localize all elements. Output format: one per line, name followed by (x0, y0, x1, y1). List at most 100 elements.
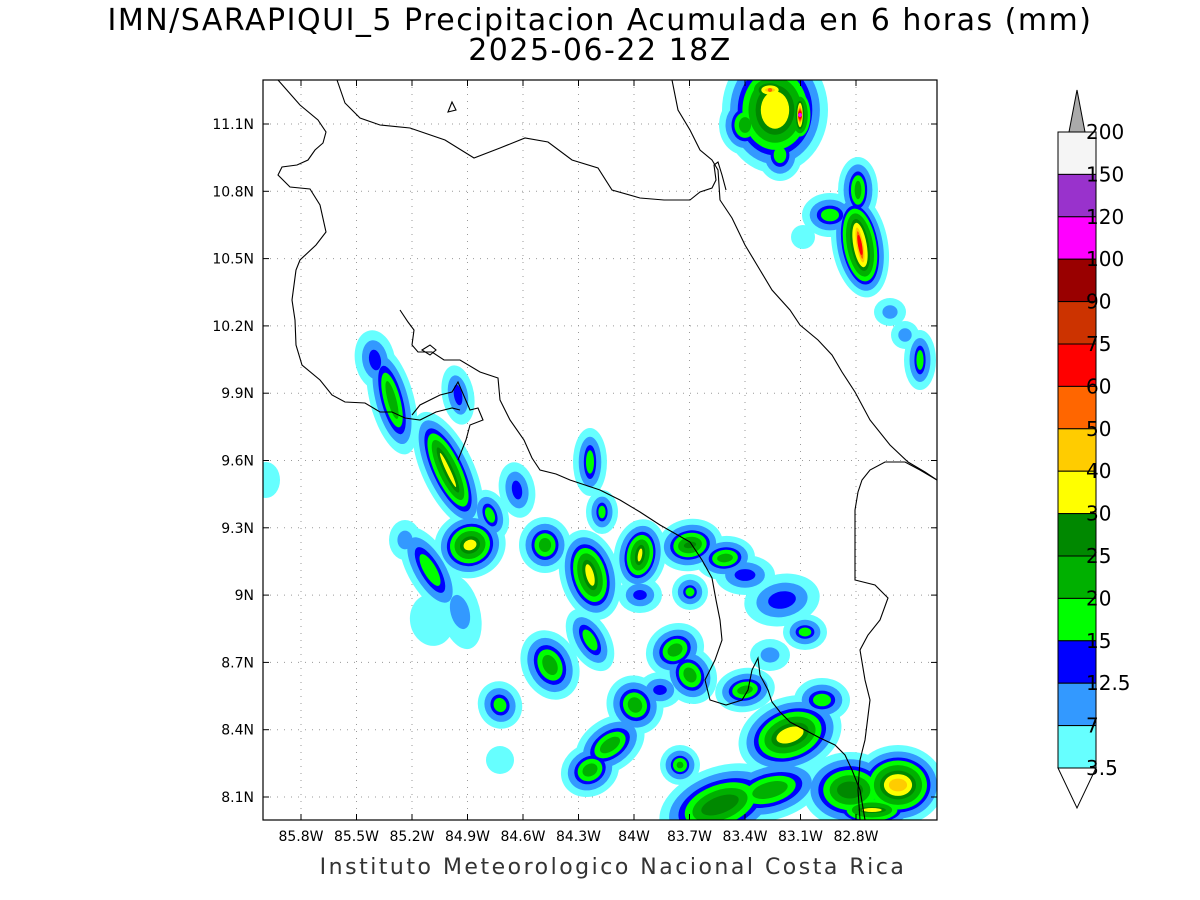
precip-cell (773, 146, 787, 164)
colorbar-label: 40 (1086, 459, 1111, 483)
lake-island (447, 100, 457, 113)
colorbar-label: 30 (1086, 502, 1111, 526)
colorbar-swatch (1057, 216, 1097, 260)
colorbar-label: 20 (1086, 586, 1111, 610)
lon-tick-label: 83.4W (722, 829, 767, 845)
lake-nicaragua-shore (336, 80, 727, 201)
precip-cell (368, 349, 382, 371)
axis-ticks: 85.8W 85.5W 85.2W 84.9W 84.6W 84.3W 84W 83.7W 83… (212, 80, 937, 845)
precip-cell (738, 117, 752, 133)
lat-tick-label: 8.4N (221, 723, 254, 739)
nicoya-coast (399, 309, 866, 820)
precip-cell (599, 736, 621, 754)
colorbar-swatch (1057, 682, 1097, 727)
precip-cell (633, 590, 647, 600)
precip-cell (582, 763, 598, 777)
colorbar-label: 50 (1086, 417, 1111, 441)
precip-cell (685, 587, 695, 597)
precip-cell (385, 381, 399, 419)
colorbar-swatch (1057, 258, 1097, 303)
precip-cell (862, 808, 882, 812)
colorbar-legend: 200 150 120 100 90 75 60 50 40 30 25 20 15 12.5 7 3.5 (1057, 89, 1131, 810)
lon-tick-label: 84.6W (500, 829, 545, 845)
precip-cell (798, 113, 802, 117)
precip-cell (776, 726, 804, 744)
lat-tick-label: 9.9N (221, 386, 254, 402)
map-frame (262, 79, 938, 821)
colorbar-swatch (1057, 385, 1097, 430)
precip-cell (586, 450, 594, 474)
precip-cell (676, 761, 684, 769)
colorbar-swatch (1057, 640, 1097, 684)
lon-tick-label: 84W (618, 829, 650, 845)
credit-text: Instituto Meteorologico Nacional Costa R… (319, 855, 907, 880)
colorbar-swatch (1057, 597, 1097, 642)
colorbar-label: 150 (1086, 162, 1124, 186)
precip-cell (888, 778, 908, 792)
precip-cell (397, 530, 413, 550)
precip-cell (916, 350, 924, 370)
precip-cell (598, 505, 606, 519)
precip-cell (637, 548, 643, 562)
precip-level-magenta (798, 113, 802, 117)
precip-cell (717, 553, 733, 563)
colorbar-label: 200 (1086, 120, 1124, 144)
precip-cell (542, 654, 558, 676)
lat-tick-label: 10.2N (212, 319, 254, 335)
lon-tick-label: 84.3W (556, 829, 601, 845)
lat-tick-label: 11.1N (212, 117, 254, 133)
lon-tick-label: 83.7W (667, 829, 712, 845)
colorbar-label: 120 (1086, 205, 1124, 229)
precip-cell (837, 781, 863, 799)
colorbar-over-arrow (1068, 89, 1086, 133)
precip-cell (813, 693, 831, 707)
precip-cell (821, 208, 839, 222)
lon-tick-label: 85.8W (278, 829, 323, 845)
lat-tick-label: 9N (235, 588, 254, 604)
lat-tick-label: 10.5N (212, 252, 254, 268)
lat-tick-label: 9.6N (221, 454, 254, 470)
nicaragua-east-coast (671, 80, 937, 481)
precip-cell (752, 781, 788, 799)
colorbar-label: 7 (1086, 714, 1099, 738)
precipitation-field (263, 80, 937, 820)
colorbar-label: 100 (1086, 247, 1124, 271)
colorbar-label: 60 (1086, 374, 1111, 398)
lon-tick-label: 84.9W (445, 829, 490, 845)
colorbar-swatch (1057, 343, 1097, 387)
precip-cell (453, 384, 463, 406)
colorbar-label: 75 (1086, 332, 1111, 356)
precip-cell (798, 627, 812, 637)
precip-cell (585, 564, 595, 586)
colorbar-swatch (1057, 131, 1097, 175)
map-area: 85.8W 85.5W 85.2W 84.9W 84.6W 84.3W 84W 83.7W 83… (212, 79, 938, 845)
osa-peninsula-coast (411, 380, 484, 461)
precip-cell (898, 328, 912, 342)
precip-cell (857, 234, 863, 256)
lon-tick-label: 83.1W (778, 829, 823, 845)
precip-cell (734, 569, 756, 581)
colorbar-swatch (1057, 555, 1097, 599)
precip-cell (882, 305, 898, 319)
precip-cell (511, 480, 523, 500)
precip-cell (683, 667, 697, 683)
colorbar-label: 15 (1086, 629, 1111, 653)
precip-cell (463, 539, 477, 551)
lat-tick-label: 9.3N (221, 521, 254, 537)
nicoya-gulf-island (420, 344, 437, 356)
lat-tick-label: 8.1N (221, 790, 254, 806)
map-datetime: 2025-06-22 18Z (468, 33, 732, 68)
precip-cell (701, 794, 739, 816)
nicaragua-pacific-coast (277, 80, 461, 421)
precip-cell (768, 591, 796, 609)
colorbar-label: 25 (1086, 544, 1111, 568)
precip-cell (627, 697, 643, 713)
precip-cell (582, 629, 598, 651)
precip-cell (760, 91, 790, 129)
coastlines (277, 80, 937, 820)
precip-cell (538, 538, 552, 552)
lat-tick-label: 10.8N (212, 184, 254, 200)
precip-cell (854, 180, 862, 200)
colorbar-swatch (1057, 301, 1097, 345)
